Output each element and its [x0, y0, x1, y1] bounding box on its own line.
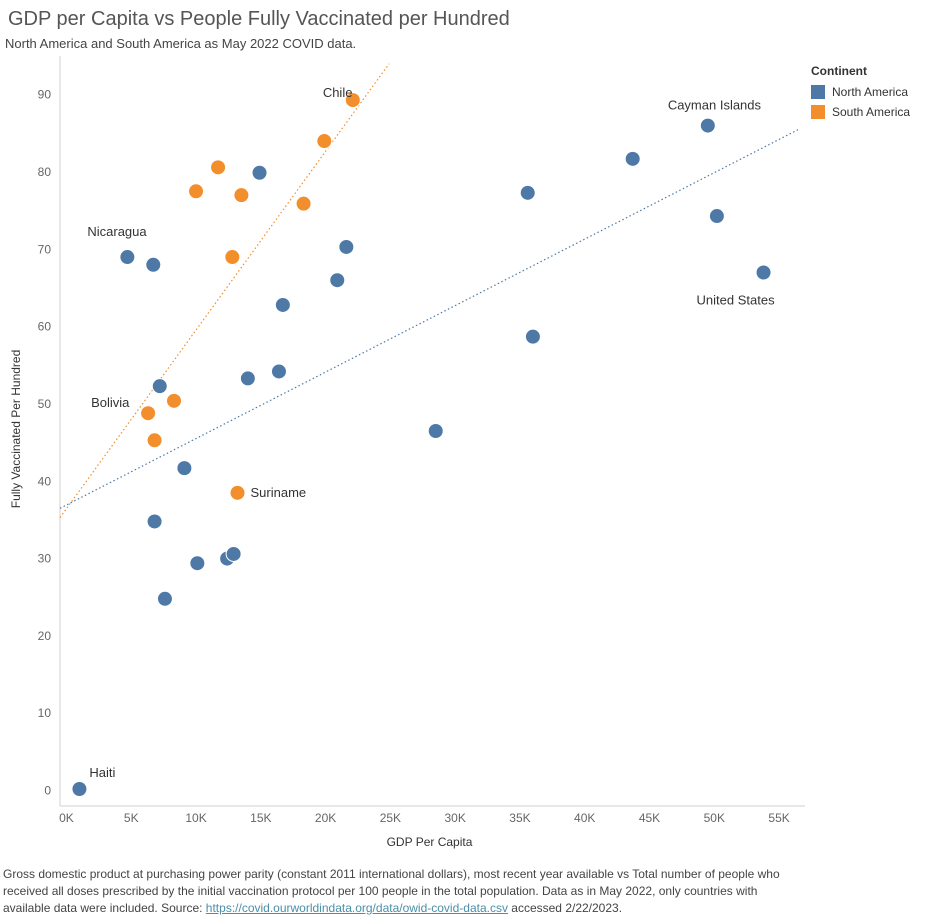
- data-point-north-america: [145, 256, 162, 273]
- x-tick-label: 40K: [574, 811, 595, 825]
- y-tick-label: 70: [38, 242, 52, 256]
- x-tick-label: 5K: [124, 811, 139, 825]
- data-point-south-america: [344, 92, 361, 109]
- x-tick-label: 10K: [185, 811, 206, 825]
- data-point-north-america: [225, 545, 242, 562]
- data-point-north-america: [519, 184, 536, 201]
- y-tick-label: 0: [44, 784, 51, 798]
- x-tick-label: 30K: [444, 811, 465, 825]
- data-point-north-america: [338, 238, 355, 255]
- trendline-south-america: [59, 63, 390, 518]
- y-tick-label: 60: [38, 320, 52, 334]
- legend-item-south-america[interactable]: South America: [811, 102, 910, 122]
- data-point-north-america: [427, 423, 444, 439]
- data-point-south-america: [166, 392, 183, 409]
- data-point-north-america: [176, 460, 193, 477]
- point-label-bolivia: Bolivia: [91, 395, 130, 410]
- legend-swatch-south-america: [811, 105, 825, 119]
- data-point-south-america: [229, 484, 246, 501]
- x-tick-label: 45K: [639, 811, 660, 825]
- data-point-south-america: [188, 183, 205, 200]
- data-point-north-america: [699, 117, 716, 134]
- data-point-north-america: [146, 513, 163, 530]
- x-tick-label: 15K: [250, 811, 271, 825]
- y-tick-label: 30: [38, 552, 52, 566]
- data-point-south-america: [233, 187, 250, 204]
- y-tick-label: 90: [38, 88, 52, 102]
- x-axis-label: GDP Per Capita: [387, 835, 473, 849]
- data-point-north-america: [524, 328, 541, 345]
- chart-subtitle: North America and South America as May 2…: [5, 36, 357, 51]
- footnote-accessed: accessed 2/22/2023.: [507, 901, 623, 915]
- data-point-north-america: [755, 264, 772, 281]
- point-label-suriname: Suriname: [251, 485, 307, 500]
- x-tick-label: 50K: [704, 811, 725, 825]
- data-point-north-america: [251, 164, 268, 181]
- x-tick-label: 25K: [380, 811, 401, 825]
- data-point-north-america: [189, 555, 206, 572]
- legend-label-north-america: North America: [832, 85, 909, 99]
- legend-item-north-america[interactable]: North America: [811, 82, 910, 102]
- footnote: Gross domestic product at purchasing pow…: [3, 866, 803, 917]
- x-tick-label: 20K: [315, 811, 336, 825]
- legend: Continent North America South America: [811, 64, 910, 122]
- footnote-text: Gross domestic product at purchasing pow…: [3, 867, 780, 915]
- y-tick-label: 10: [38, 706, 52, 720]
- legend-title: Continent: [811, 64, 867, 78]
- y-tick-label: 40: [38, 474, 52, 488]
- point-label-chile: Chile: [323, 85, 353, 100]
- chart-title: GDP per Capita vs People Fully Vaccinate…: [8, 8, 510, 30]
- data-point-north-america: [329, 272, 346, 289]
- data-point-south-america: [146, 432, 163, 449]
- legend-label-south-america: South America: [832, 105, 911, 119]
- data-point-south-america: [140, 405, 157, 422]
- data-point-north-america: [274, 296, 291, 313]
- data-point-north-america: [151, 378, 168, 395]
- y-tick-label: 80: [38, 165, 52, 179]
- trendline-north-america: [59, 128, 799, 509]
- data-point-north-america: [624, 150, 641, 167]
- data-point-north-america: [239, 370, 256, 387]
- point-label-nicaragua: Nicaragua: [87, 224, 147, 239]
- legend-swatch-north-america: [811, 85, 825, 99]
- data-point-north-america: [119, 249, 136, 266]
- data-point-north-america: [708, 208, 725, 225]
- y-tick-label: 20: [38, 629, 52, 643]
- point-label-haiti: Haiti: [89, 765, 115, 780]
- point-label-united-states: United States: [697, 292, 776, 307]
- source-link[interactable]: https://covid.ourworldindata.org/data/ow…: [205, 901, 508, 915]
- y-axis-label: Fully Vaccinated Per Hundred: [9, 350, 23, 509]
- data-point-north-america: [270, 363, 287, 380]
- x-tick-label: 55K: [768, 811, 789, 825]
- data-point-south-america: [316, 133, 333, 150]
- data-point-south-america: [295, 195, 312, 212]
- data-point-south-america: [224, 249, 241, 266]
- y-tick-label: 50: [38, 397, 52, 411]
- point-label-cayman-islands: Cayman Islands: [668, 98, 762, 113]
- data-point-north-america: [156, 590, 173, 607]
- x-tick-label: 35K: [509, 811, 530, 825]
- data-point-north-america: [71, 780, 88, 797]
- data-point-south-america: [210, 159, 227, 176]
- x-tick-label: 0K: [59, 811, 74, 825]
